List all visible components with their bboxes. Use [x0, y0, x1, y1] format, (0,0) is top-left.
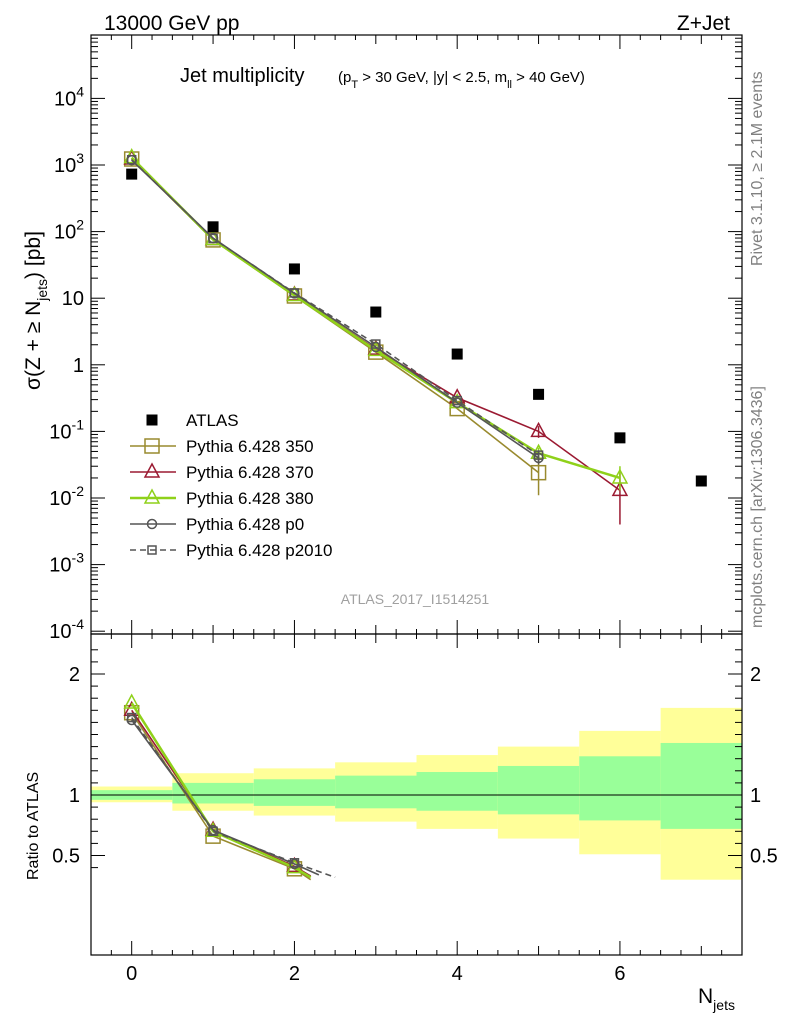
legend-label: Pythia 6.428 380 — [186, 489, 314, 508]
ratio-line — [130, 702, 312, 879]
data-point — [288, 263, 300, 275]
ratio-y-tick-label: 0.5 — [52, 846, 80, 868]
ratio-series — [123, 693, 336, 881]
y-tick-label: 10-2 — [49, 483, 84, 510]
legend-label: ATLAS — [186, 411, 239, 430]
series-point — [452, 395, 462, 406]
x-tick-label: 2 — [289, 963, 300, 985]
main-series — [123, 148, 707, 525]
header-energy-label: 13000 GeV pp — [104, 12, 239, 35]
y-tick-label: 10-3 — [49, 550, 84, 577]
chart-title-main: Jet multiplicity — [180, 65, 304, 87]
legend-entry: Pythia 6.428 380 — [130, 488, 314, 508]
ratio-point — [289, 858, 300, 868]
series-point — [371, 339, 381, 349]
series-point — [533, 450, 544, 460]
y-tick-label: 1 — [73, 355, 84, 377]
y-tick-label: 10 — [62, 288, 84, 310]
legend-entry: Pythia 6.428 p0 — [130, 515, 304, 534]
data-point — [695, 475, 707, 487]
data-point — [614, 432, 626, 444]
legend-entry: Pythia 6.428 350 — [130, 437, 314, 456]
series-point — [208, 233, 218, 244]
x-axis-label: Njets — [698, 985, 735, 1013]
legend-marker — [146, 518, 158, 530]
ratio-y-tick-label-right: 0.5 — [750, 846, 778, 868]
series-point — [530, 421, 547, 438]
uncertainty-band-stat — [335, 775, 417, 809]
legend-label: Pythia 6.428 370 — [186, 463, 314, 482]
legend-marker — [147, 545, 157, 555]
svg-text:σ(Z + ≥ Njets) [pb]: σ(Z + ≥ Njets) [pb] — [22, 231, 50, 390]
legend-marker — [144, 438, 160, 454]
ratio-point — [126, 712, 137, 723]
y-tick-label: 102 — [54, 217, 84, 244]
y-tick-label: 10-1 — [49, 416, 84, 443]
ratio-point — [286, 861, 303, 877]
ratio-y-tick-label-right: 1 — [750, 785, 761, 807]
ratio-y-tick-label: 1 — [69, 785, 80, 807]
data-point — [126, 168, 138, 180]
series-point — [611, 468, 629, 484]
legend-entry: ATLAS — [146, 411, 239, 430]
uncertainty-band-stat — [660, 742, 742, 829]
uncertainty-band-stat — [416, 772, 498, 811]
x-tick-label: 6 — [614, 963, 625, 985]
ratio-point — [208, 826, 218, 837]
legend-marker — [143, 488, 161, 504]
data-point — [370, 306, 382, 318]
legend-entry: Pythia 6.428 p2010 — [130, 541, 333, 560]
legend: ATLAS Pythia 6.428 350 Pythia 6.428 370 Pyt… — [130, 411, 333, 560]
series-line — [131, 159, 540, 456]
y-tick-label: 10-4 — [49, 616, 84, 643]
ratio-y-tick-label: 2 — [69, 664, 80, 686]
legend-marker — [143, 462, 161, 478]
legend-label: Pythia 6.428 350 — [186, 437, 314, 456]
data-point — [533, 388, 545, 400]
legend-label: Pythia 6.428 p2010 — [186, 541, 333, 560]
ratio-line — [131, 717, 336, 879]
data-point — [207, 221, 219, 233]
uncertainty-band-stat — [497, 765, 580, 815]
legend-marker — [146, 414, 158, 426]
main-panel: 10-4 10-3 10-2 10-1 1 10 102 103 104 — [49, 34, 743, 643]
main-y-axis-label: σ(Z + ≥ Njets) [pb] — [22, 231, 50, 390]
chart-title: Jet multiplicity (pT > 30 GeV, |y| < 2.5… — [180, 65, 585, 91]
chart-title-subtitle: (pT > 30 GeV, |y| < 2.5, mll > 40 GeV) — [338, 69, 585, 91]
header-process-label: Z+Jet — [677, 12, 730, 35]
uncertainty-band-stat — [579, 756, 661, 821]
y-tick-label: 104 — [54, 83, 84, 110]
legend-label: Pythia 6.428 p0 — [186, 515, 304, 534]
analysis-reference-label: ATLAS_2017_I1514251 — [341, 591, 490, 607]
series-point — [530, 464, 547, 481]
ratio-point — [123, 693, 140, 709]
rivet-version-label: Rivet 3.1.10, ≥ 2.1M events — [749, 71, 766, 266]
ratio-bands — [91, 707, 742, 880]
data-point — [451, 348, 463, 360]
uncertainty-band-stat — [253, 779, 336, 806]
series-point — [289, 288, 300, 298]
ratio-y-axis-label: Ratio to ATLAS — [25, 772, 42, 880]
ratio-y-tick-label-right: 2 — [750, 664, 761, 686]
legend-entry: Pythia 6.428 370 — [130, 462, 314, 482]
svg-text:Njets: Njets — [698, 985, 735, 1013]
series-point — [126, 154, 137, 165]
mcplots-label: mcplots.cern.ch [arXiv:1306.3436] — [749, 386, 766, 628]
series-point — [611, 480, 629, 497]
y-tick-label: 103 — [54, 150, 84, 177]
x-tick-label: 0 — [126, 963, 137, 985]
x-tick-label: 4 — [452, 963, 463, 985]
ratio-panel: 0 2 4 6 0.5 0.5 1 1 2 2 — [52, 633, 778, 985]
